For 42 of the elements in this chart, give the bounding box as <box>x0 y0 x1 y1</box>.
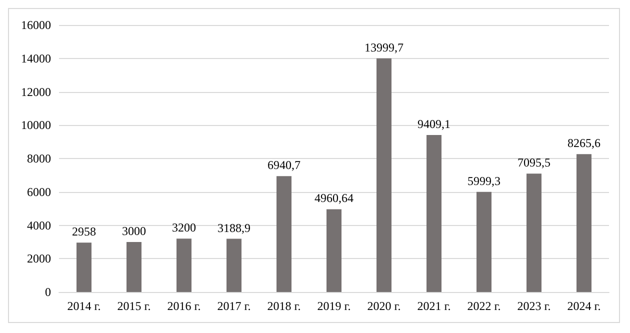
data-label: 2958 <box>72 224 96 239</box>
data-label: 3000 <box>122 224 146 238</box>
y-tick-label: 10000 <box>21 118 51 132</box>
bar <box>376 58 392 292</box>
x-tick-label: 2023 г. <box>517 299 551 313</box>
y-tick-label: 0 <box>45 285 51 299</box>
bar <box>226 238 242 292</box>
y-tick-label: 6000 <box>27 184 51 199</box>
data-label: 6940,7 <box>268 158 300 172</box>
x-tick-label: 2021 г. <box>417 299 451 313</box>
bar <box>526 174 542 292</box>
bar <box>326 209 342 292</box>
bar <box>76 242 92 292</box>
x-tick-label: 2015 г. <box>117 299 151 313</box>
x-tick-label: 2017 г. <box>217 299 251 313</box>
y-tick-label: 4000 <box>27 218 51 232</box>
x-tick-label: 2019 г. <box>317 299 351 313</box>
bar <box>176 238 192 292</box>
data-label: 7095,5 <box>518 156 550 170</box>
y-tick-label: 12000 <box>21 84 51 99</box>
bar <box>276 176 292 292</box>
bar <box>426 134 442 292</box>
data-label: 3188,9 <box>218 220 250 235</box>
data-label: 13999,7 <box>364 40 404 54</box>
data-label: 8265,6 <box>568 136 600 150</box>
x-tick-label: 2014 г. <box>67 299 101 313</box>
bar <box>476 192 492 292</box>
data-label: 9409,1 <box>418 116 450 131</box>
bar <box>576 154 592 292</box>
x-tick-label: 2018 г. <box>267 299 301 313</box>
data-label: 3200 <box>172 220 196 235</box>
y-tick-label: 16000 <box>21 18 51 32</box>
y-tick-label: 2000 <box>27 252 51 266</box>
x-tick-label: 2024 г. <box>567 299 601 313</box>
y-tick-label: 8000 <box>27 152 51 166</box>
x-tick-label: 2016 г. <box>167 299 201 313</box>
data-label: 4960,64 <box>314 191 354 206</box>
data-label: 5999,3 <box>468 174 500 188</box>
bar <box>126 242 142 292</box>
x-tick-label: 2020 г. <box>367 299 401 313</box>
x-tick-label: 2022 г. <box>467 299 501 313</box>
y-tick-label: 14000 <box>21 51 51 66</box>
